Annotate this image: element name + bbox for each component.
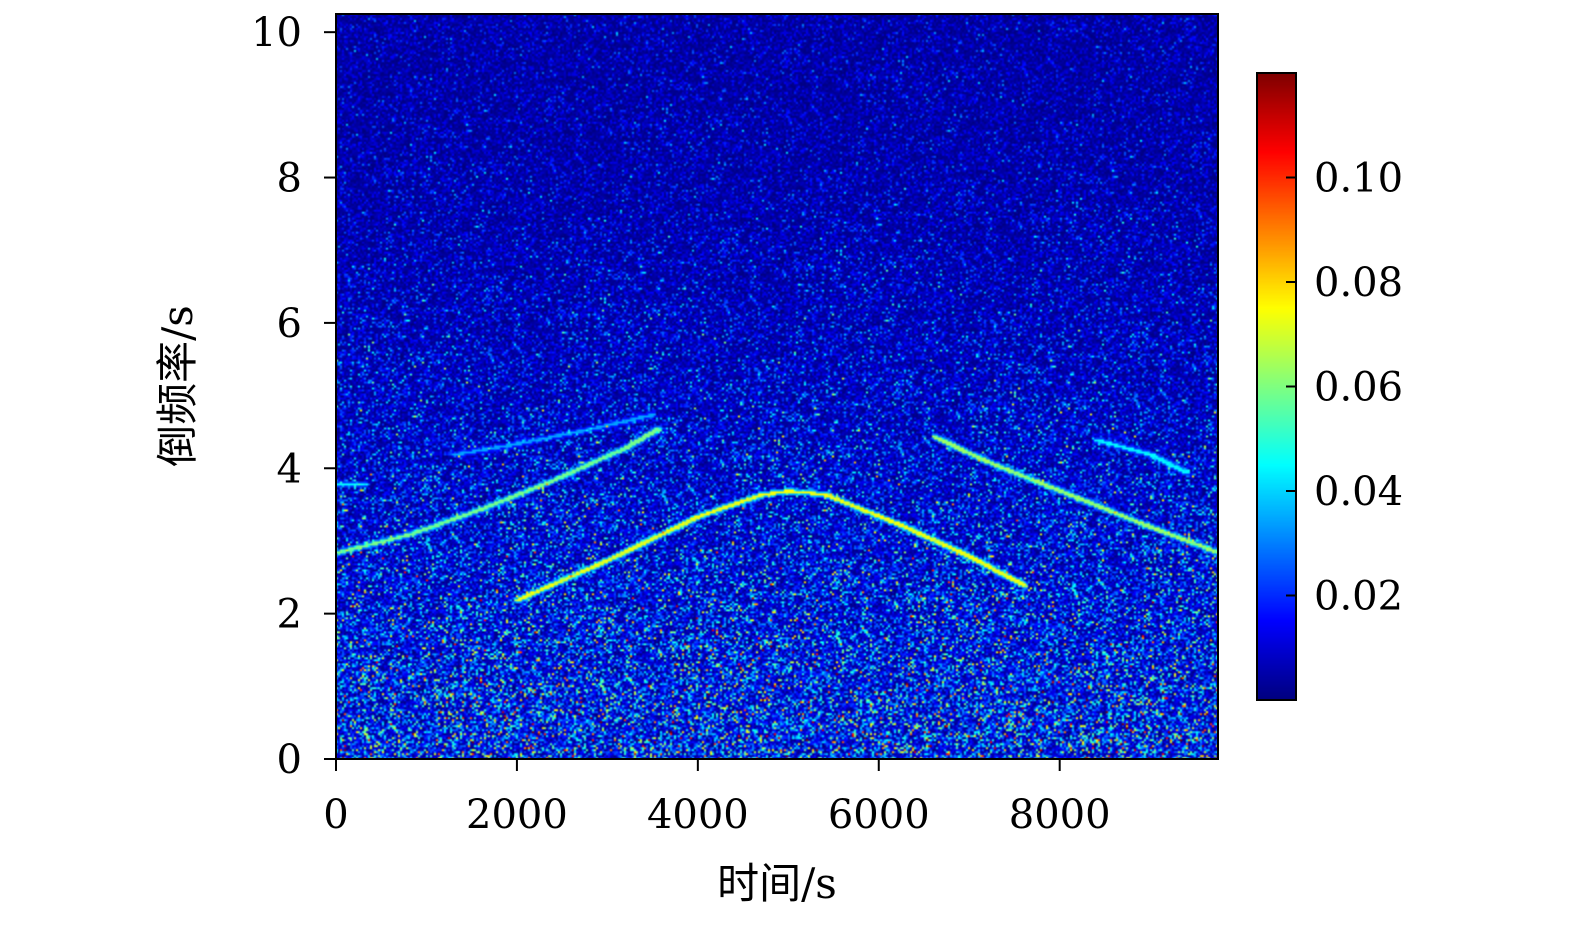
plot-frame bbox=[335, 13, 1219, 760]
x-tick-label: 8000 bbox=[1009, 792, 1111, 838]
y-tick-label: 8 bbox=[277, 156, 302, 202]
colorbar-ticks: 0.02 0.04 0.06 0.08 0.10 bbox=[1286, 156, 1403, 620]
y-axis-ticks: 0 2 4 6 8 10 bbox=[251, 10, 336, 783]
y-axis-label: 倒频率/s bbox=[153, 305, 202, 467]
heatmap-image bbox=[336, 14, 1218, 759]
colorbar-tick-label: 0.10 bbox=[1314, 156, 1403, 202]
y-tick-label: 0 bbox=[277, 737, 302, 783]
colorbar-tick-label: 0.06 bbox=[1314, 365, 1403, 411]
y-tick-label: 4 bbox=[277, 446, 302, 492]
x-tick-label: 0 bbox=[323, 792, 348, 838]
x-tick-label: 2000 bbox=[466, 792, 568, 838]
x-tick-label: 4000 bbox=[647, 792, 749, 838]
x-tick-label: 6000 bbox=[828, 792, 930, 838]
x-axis-label: 时间/s bbox=[717, 859, 837, 908]
y-tick-label: 6 bbox=[277, 301, 302, 347]
x-axis-ticks: 0 2000 4000 6000 8000 bbox=[323, 759, 1111, 838]
y-tick-label: 10 bbox=[251, 10, 302, 56]
y-tick-label: 2 bbox=[277, 592, 302, 638]
colorbar-tick-label: 0.08 bbox=[1314, 260, 1403, 306]
colorbar-tick-label: 0.04 bbox=[1314, 469, 1403, 515]
colorbar-tick-label: 0.02 bbox=[1314, 574, 1403, 620]
